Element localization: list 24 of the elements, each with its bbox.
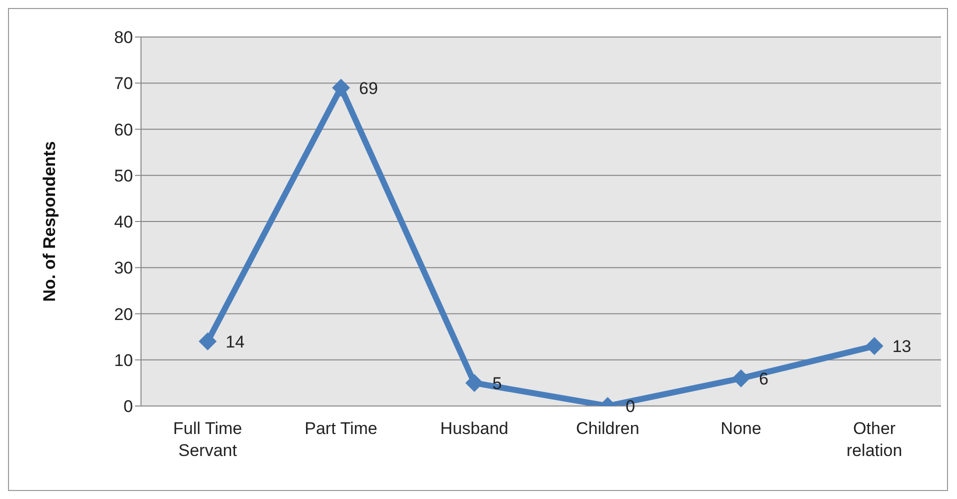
x-tick-label: Other relation	[846, 419, 902, 460]
y-tick-label: 60	[114, 120, 133, 140]
data-label: 13	[892, 337, 912, 356]
x-tick-label: Husband	[440, 419, 508, 438]
point	[465, 374, 484, 392]
y-tick-label: 30	[114, 258, 133, 278]
y-tick-label: 0	[124, 397, 133, 416]
data-label: 69	[359, 78, 378, 98]
y-tick-label: 50	[114, 166, 133, 186]
y-tick-label: 40	[114, 212, 133, 232]
y-tick-label: 70	[114, 74, 133, 94]
x-tick-label: Children	[576, 419, 640, 438]
x-tick-label: Part Time	[304, 419, 378, 438]
x-tick-label: None	[720, 419, 762, 438]
data-label: 14	[226, 332, 245, 352]
x-tick-label: Full Time Servant	[173, 419, 242, 460]
point	[198, 332, 217, 350]
y-tick-label: 20	[114, 304, 133, 324]
y-axis-title: No. of Respondents	[40, 141, 60, 302]
y-tick-label: 80	[114, 28, 133, 48]
point	[865, 337, 884, 356]
y-tick-label: 10	[114, 350, 133, 370]
point	[732, 369, 750, 388]
point	[332, 78, 350, 97]
